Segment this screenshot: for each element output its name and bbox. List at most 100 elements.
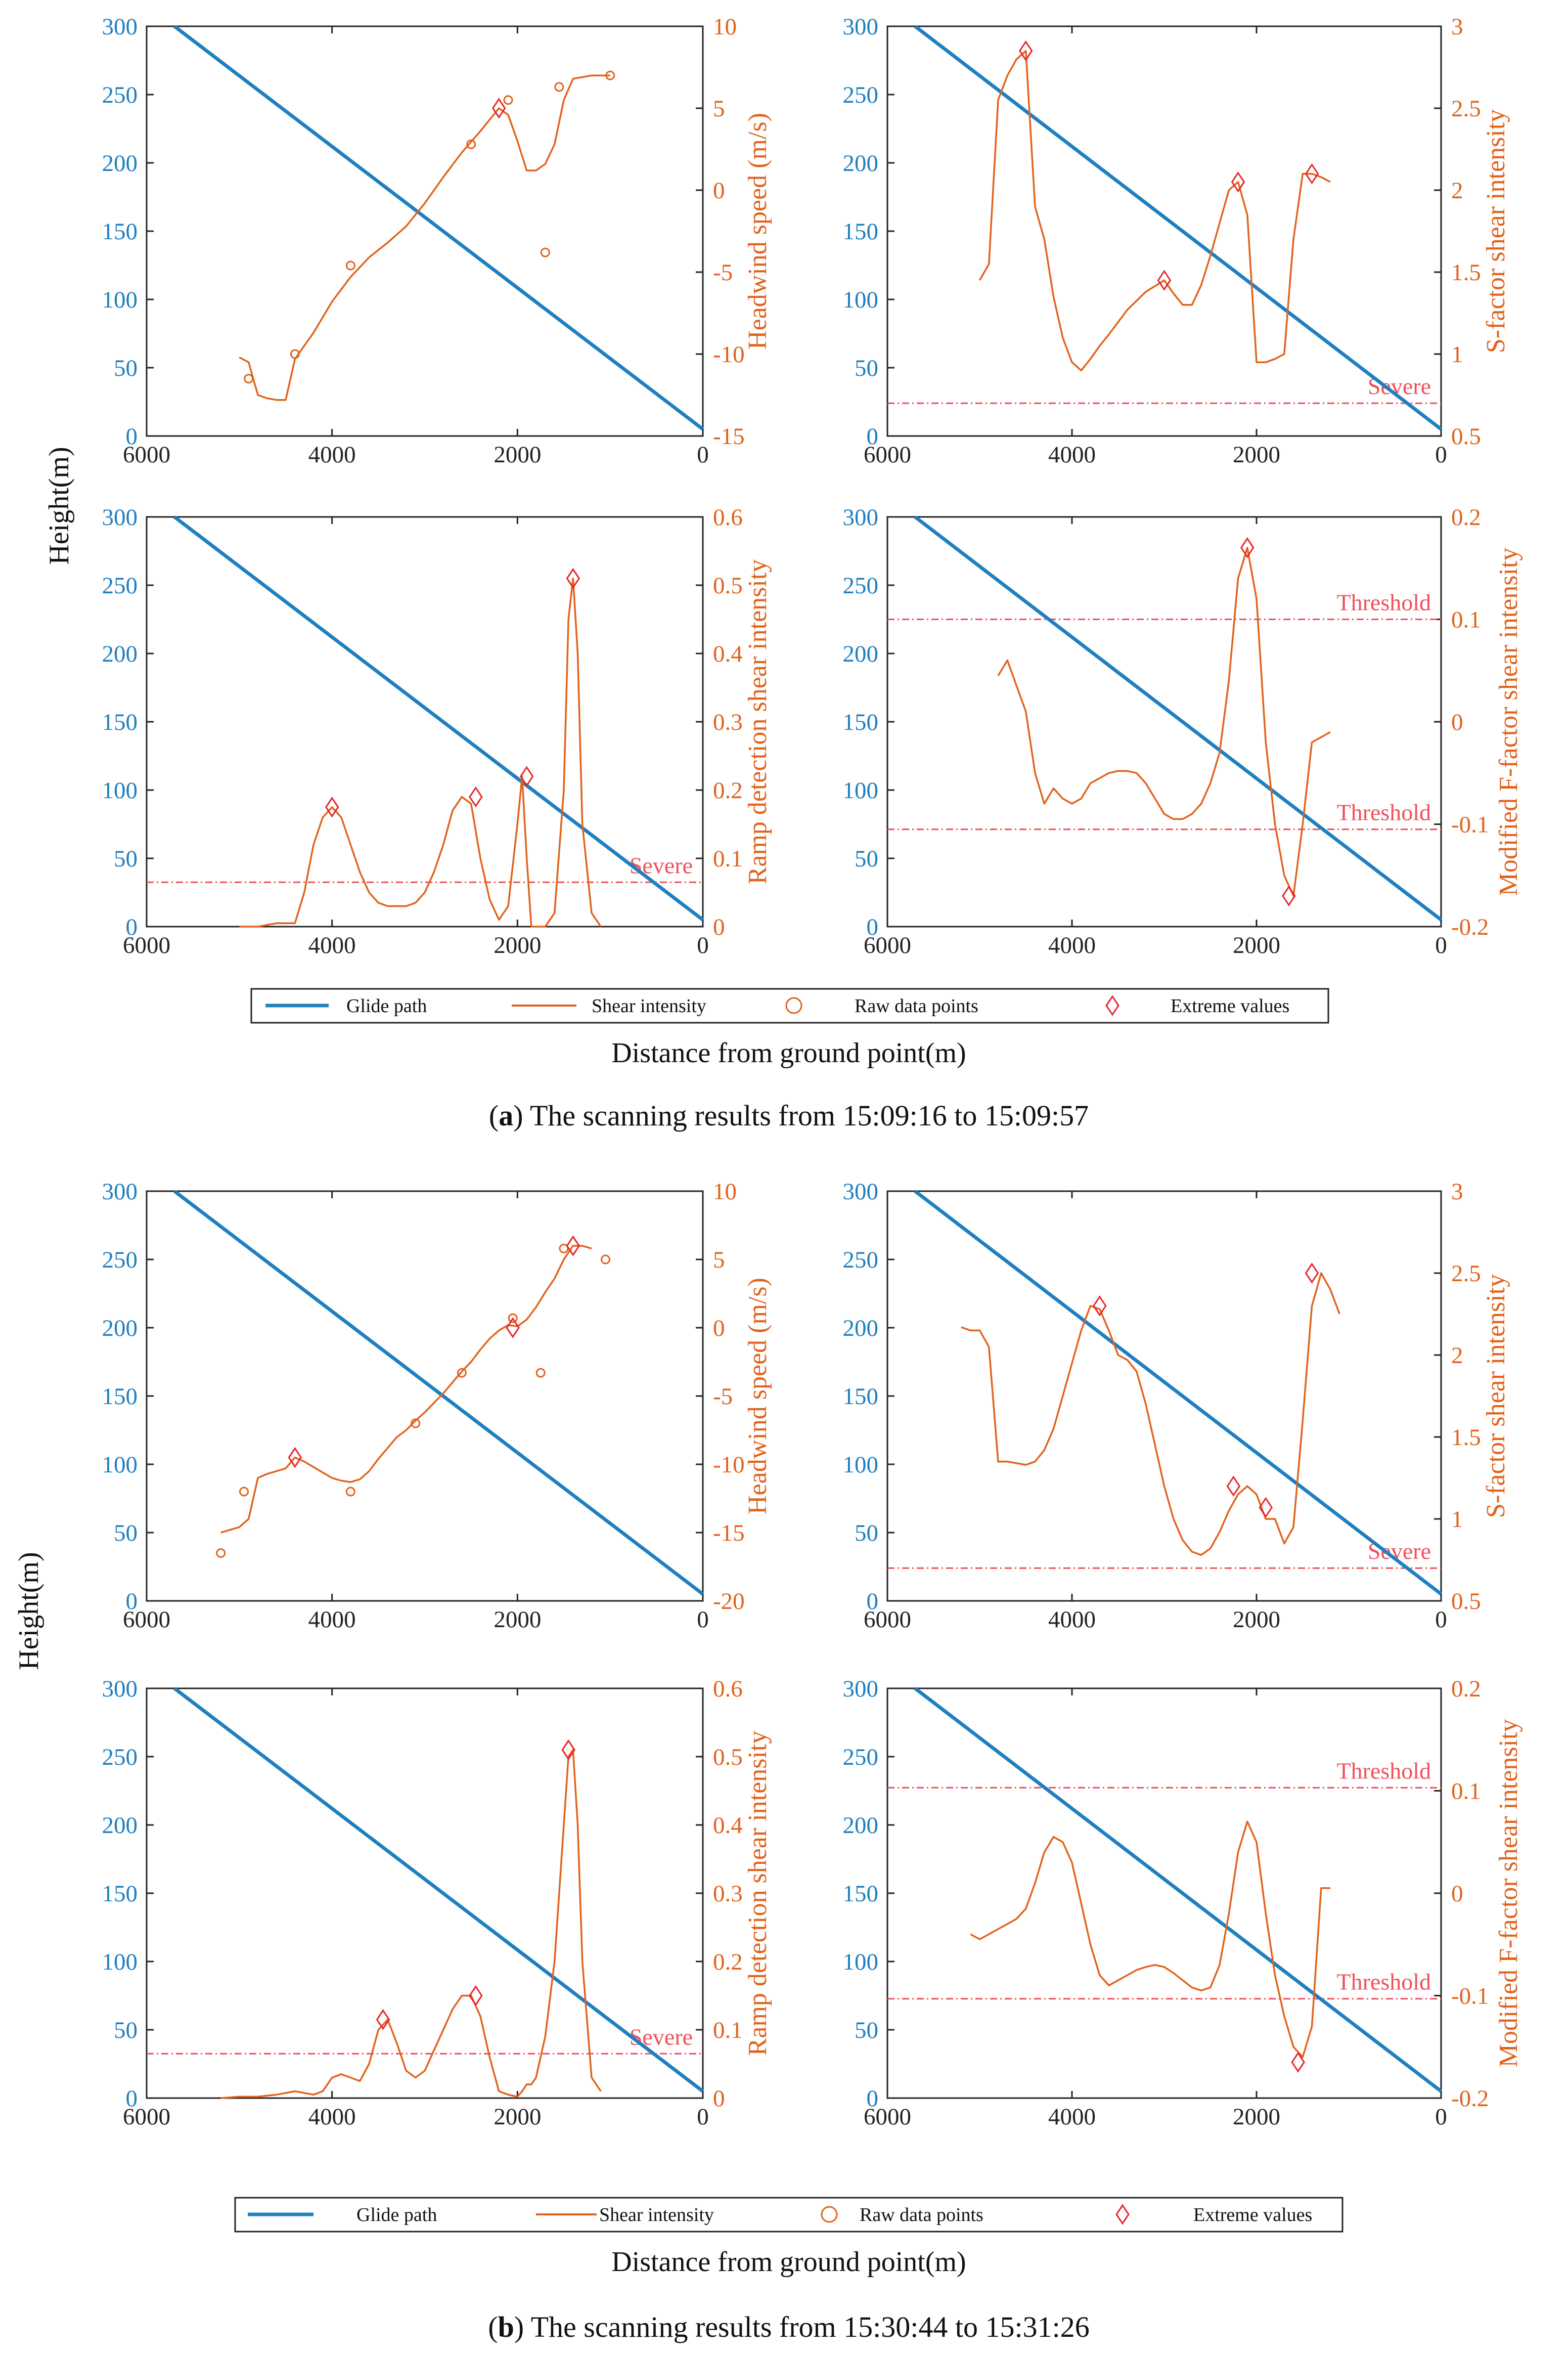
glide-path-line (914, 25, 1443, 431)
right-tick-label: 1.5 (1451, 259, 1481, 286)
panel-a-top-left: 6000 4000 2000 0 0 50 100 150 200 250 300 -15 -10 -5 0… (102, 14, 773, 468)
extreme-value-marker (506, 1317, 520, 1338)
right-tick-label: 0.5 (1451, 423, 1481, 450)
extreme-value-marker (325, 797, 339, 818)
right-tick-label: 0.2 (1451, 1676, 1481, 1702)
right-tick-label: 0 (713, 1315, 725, 1341)
height-label-b: Height(m) (13, 1552, 44, 1670)
right-tick-label: -5 (713, 1383, 733, 1410)
threshold-label: Severe (630, 852, 693, 878)
right-tick-label: 0.3 (713, 709, 743, 735)
left-tick-label: 50 (114, 846, 138, 872)
extreme-value-marker (1018, 40, 1033, 62)
left-tick-label: 50 (114, 1520, 138, 1546)
left-tick-label: 0 (867, 914, 879, 940)
glide-path-line (173, 25, 704, 431)
right-tick-label: -10 (713, 1452, 745, 1478)
legend-b: Glide path Shear intensity Raw data poin… (234, 2197, 1343, 2233)
extreme-value-marker (1092, 1295, 1107, 1317)
right-tick-label: 1 (1451, 1506, 1463, 1533)
left-tick-label: 0 (126, 914, 138, 940)
right-tick-label: -0.2 (1451, 2085, 1489, 2112)
plot-frame (886, 1190, 1442, 1602)
right-tick-label: 2.5 (1451, 96, 1481, 122)
legend-shear-text: Shear intensity (592, 995, 706, 1017)
x-tick-label: 6000 (864, 442, 911, 468)
right-tick-label: 0.5 (1451, 1588, 1481, 1615)
legend-raw-text: Raw data points (860, 2204, 983, 2226)
extreme-value-marker (519, 766, 534, 787)
right-tick-label: 0.6 (713, 1676, 743, 1702)
raw-data-point (503, 95, 513, 105)
raw-data-point (345, 260, 355, 271)
plot-frame (146, 25, 704, 437)
x-tick-label: 2000 (1233, 932, 1280, 958)
right-tick-label: 0.2 (713, 1949, 743, 1975)
left-tick-label: 100 (843, 1949, 879, 1975)
right-axis-label: Ramp detection shear intensity (743, 559, 772, 885)
shear-intensity-line (978, 50, 1331, 372)
right-tick-label: 0 (713, 914, 725, 940)
panel-b-bottom-left: 6000 4000 2000 005010015020025030000.10.20.… (102, 1676, 773, 2130)
legend-a: Glide path Shear intensity Raw data poin… (250, 988, 1329, 1024)
left-tick-label: 300 (102, 504, 138, 531)
left-tick-label: 0 (126, 423, 138, 450)
x-tick-label: 2000 (1233, 2104, 1280, 2130)
right-tick-label: 10 (713, 14, 737, 40)
x-tick-label: 4000 (308, 442, 356, 468)
right-tick-label: 0.1 (1451, 607, 1481, 633)
right-tick-label: 0.5 (713, 573, 743, 599)
glide-path-line (173, 515, 704, 922)
right-tick-label: 0.5 (713, 1744, 743, 1770)
right-tick-label: 0.1 (713, 2017, 743, 2043)
extreme-value-marker (376, 2009, 390, 2030)
raw-data-point (290, 349, 300, 359)
x-tick-label: 4000 (1048, 442, 1096, 468)
glide-path-line (914, 515, 1443, 922)
right-tick-label: -0.1 (1451, 1983, 1489, 2010)
left-tick-label: 100 (102, 777, 138, 804)
left-tick-label: 200 (843, 1315, 879, 1341)
x-tick-label: 4000 (308, 1606, 356, 1633)
right-axis-label: Modified F-factor shear intensity (1494, 548, 1523, 896)
x-tick-label: 0 (1435, 1606, 1447, 1633)
legend-extreme-swatch (1115, 2204, 1130, 2225)
right-tick-label: 0.6 (713, 504, 743, 531)
x-tick-label: 4000 (1048, 1606, 1096, 1633)
extreme-value-marker (561, 1739, 575, 1761)
extreme-value-marker (1305, 1262, 1319, 1284)
left-tick-label: 150 (843, 1383, 879, 1410)
left-tick-label: 50 (855, 1520, 878, 1546)
left-tick-label: 50 (855, 846, 878, 872)
right-tick-label: -10 (713, 341, 745, 368)
x-tick-label: 2000 (494, 1606, 541, 1633)
right-tick-label: 3 (1451, 1179, 1463, 1205)
left-tick-label: 300 (843, 1179, 879, 1205)
left-tick-label: 100 (843, 287, 879, 313)
glide-path-line (914, 1687, 1443, 2093)
right-tick-label: 0.1 (1451, 1778, 1481, 1805)
plot-frame (146, 1190, 704, 1602)
left-tick-label: 0 (867, 2085, 879, 2112)
left-tick-label: 100 (102, 1452, 138, 1478)
left-tick-label: 200 (102, 1812, 138, 1839)
panel-b-top-right: 6000 4000 2000 0 0 50 100 150 200 250 300 0.5 1 1.5 2 2… (843, 1179, 1511, 1633)
right-tick-label: 2 (1451, 178, 1463, 204)
right-tick-label: 0.4 (713, 1812, 743, 1839)
left-tick-label: 150 (102, 219, 138, 245)
raw-data-point (457, 1368, 467, 1378)
left-tick-label: 250 (102, 573, 138, 599)
x-tick-label: 6000 (864, 932, 911, 958)
panel-b-bottom-right: 6000 4000 2000 0 0 50 100 150 200 250 300 -0.2 -0.1 0… (843, 1676, 1524, 2130)
plot-frame (886, 516, 1442, 928)
legend-extreme-text: Extreme values (1171, 995, 1289, 1017)
right-tick-label: 0 (713, 2085, 725, 2112)
x-tick-label: 0 (697, 442, 709, 468)
left-tick-label: 100 (102, 1949, 138, 1975)
raw-data-point (554, 82, 564, 92)
legend-glide-text: Glide path (346, 995, 427, 1017)
x-tick-label: 6000 (123, 1606, 170, 1633)
right-tick-label: -15 (713, 1520, 745, 1546)
legend-box (234, 2197, 1343, 2233)
legend-glide-text: Glide path (356, 2204, 437, 2226)
